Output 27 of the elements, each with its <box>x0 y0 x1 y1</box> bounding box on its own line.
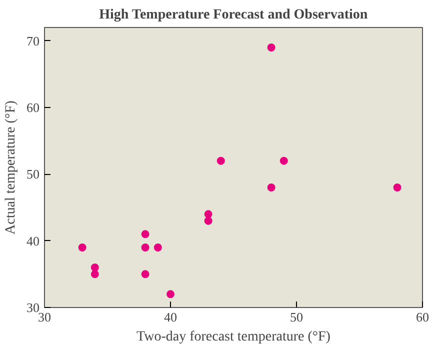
y-tick-label: 30 <box>26 300 40 315</box>
x-tick-label: 60 <box>416 310 429 324</box>
point <box>90 270 99 278</box>
y-axis-title: Actual temperature (°F) <box>4 100 18 234</box>
x-tick-label: 40 <box>164 310 177 324</box>
y-tick-label: 70 <box>26 33 40 48</box>
x-tick-label: 50 <box>290 310 303 324</box>
point <box>204 216 212 225</box>
point <box>141 244 150 252</box>
point <box>216 156 225 165</box>
point <box>267 44 276 52</box>
point <box>154 244 162 252</box>
point <box>141 270 150 278</box>
point <box>204 210 212 218</box>
point <box>141 230 150 238</box>
x-tick-label: 30 <box>38 310 51 324</box>
point <box>267 184 276 192</box>
x-axis-title: Two-day forecast temperature (°F) <box>136 330 331 344</box>
y-tick-label: 60 <box>26 100 40 115</box>
point <box>90 264 99 272</box>
point <box>393 184 402 192</box>
point <box>280 156 288 165</box>
point <box>78 244 86 252</box>
chart-title: High Temperature Forecast and Observation <box>99 8 368 22</box>
y-tick-label: 40 <box>26 233 40 248</box>
point <box>166 290 174 298</box>
y-tick-label: 50 <box>26 166 40 182</box>
